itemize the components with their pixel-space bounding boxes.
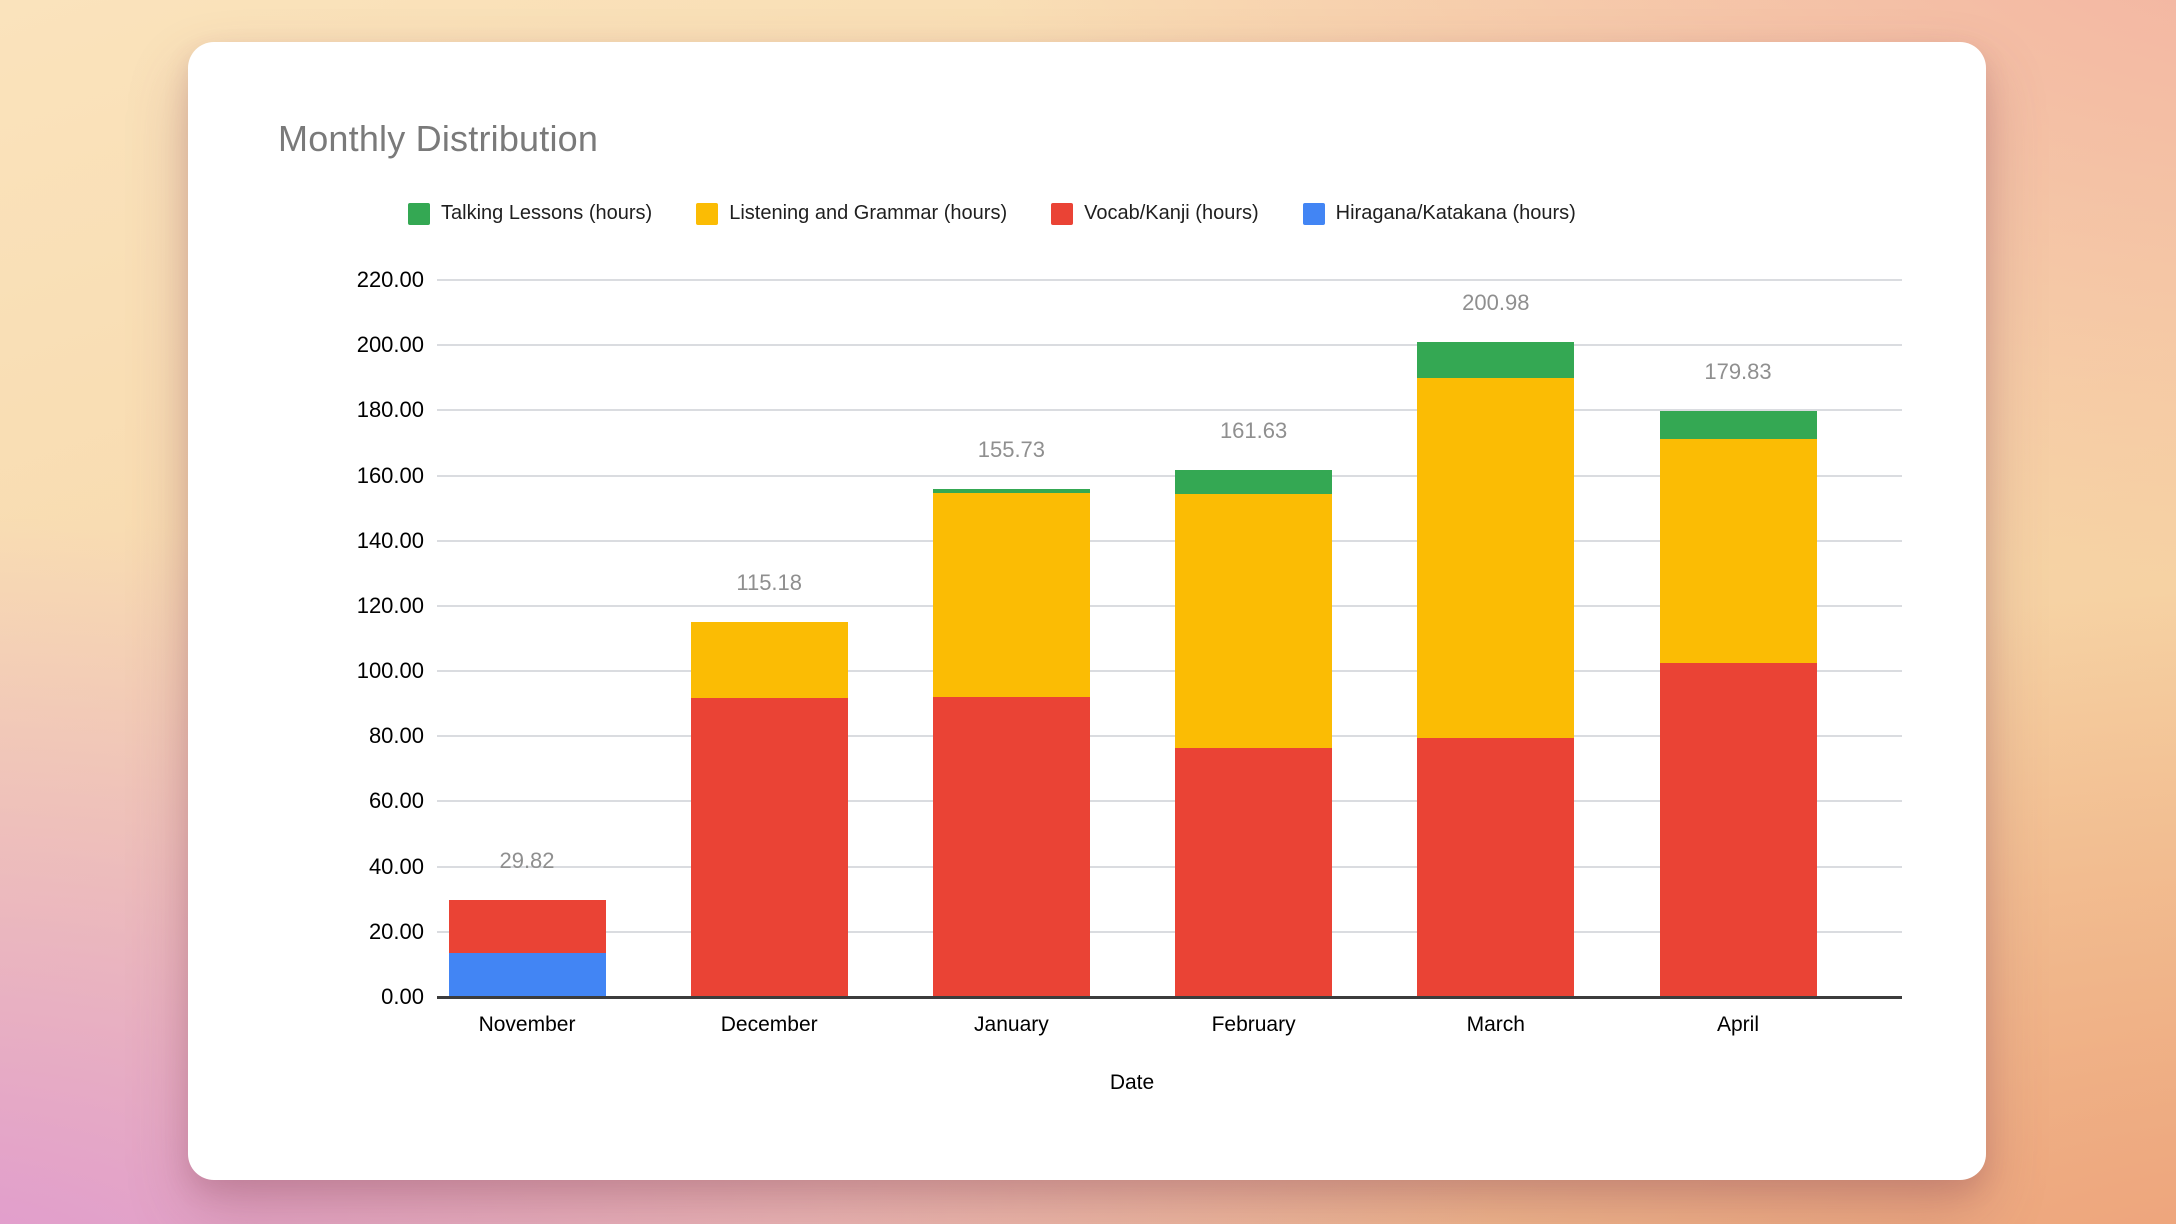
x-axis-category-label: April xyxy=(1716,1013,1759,1036)
bar-segment-talking-lessons-february[interactable] xyxy=(1175,470,1333,494)
gridline xyxy=(437,344,1902,347)
chart-title: Monthly Distribution xyxy=(278,118,599,159)
legend-item-listening-grammar[interactable]: Listening and Grammar (hours) xyxy=(696,202,1007,225)
y-axis-tick-label: 120.00 xyxy=(356,592,424,618)
chart-legend: Talking Lessons (hours) Listening and Gra… xyxy=(408,202,1576,225)
gridline xyxy=(437,409,1902,412)
gridline xyxy=(437,474,1902,477)
gridline xyxy=(437,865,1902,868)
x-axis-category-label: January xyxy=(974,1013,1049,1036)
legend-item-talking-lessons[interactable]: Talking Lessons (hours) xyxy=(408,202,652,225)
bar-segment-vocab-kanji-february[interactable] xyxy=(1175,747,1333,997)
bar-segment-listening-grammar-march[interactable] xyxy=(1417,377,1575,738)
bar-segment-vocab-kanji-november[interactable] xyxy=(448,899,606,954)
legend-label: Vocab/Kanji (hours) xyxy=(1084,202,1259,224)
chart-card[interactable]: Monthly Distribution Talking Lessons (ho… xyxy=(188,42,1986,1180)
bar-segment-vocab-kanji-april[interactable] xyxy=(1659,663,1817,997)
y-axis-tick-label: 160.00 xyxy=(356,462,424,488)
bar-segment-vocab-kanji-january[interactable] xyxy=(932,697,1090,997)
y-axis-tick-label: 180.00 xyxy=(356,397,424,423)
bar-total-label: 155.73 xyxy=(977,437,1046,463)
legend-swatch-listening-grammar xyxy=(696,202,719,225)
bar-segment-listening-grammar-february[interactable] xyxy=(1175,493,1333,748)
y-axis-tick-label: 20.00 xyxy=(368,918,424,944)
gridline xyxy=(437,279,1902,281)
bar-total-label: 179.83 xyxy=(1704,358,1772,384)
y-axis-tick-label: 80.00 xyxy=(368,723,424,749)
x-axis-category-label: November xyxy=(478,1013,576,1036)
bar-total-label: 200.98 xyxy=(1462,289,1530,315)
gridline xyxy=(437,930,1902,933)
x-axis-line xyxy=(437,996,1902,999)
gridline xyxy=(437,670,1902,673)
y-axis-tick-label: 0.00 xyxy=(381,984,424,1009)
bar-segment-hiragana-katakana-november[interactable] xyxy=(448,953,606,997)
bar-total-label: 29.82 xyxy=(499,847,555,873)
bar-segment-listening-grammar-january[interactable] xyxy=(932,493,1090,698)
legend-item-hiragana-katakana[interactable]: Hiragana/Katakana (hours) xyxy=(1302,202,1576,225)
y-axis-tick-label: 200.00 xyxy=(356,332,424,358)
bar-segment-listening-grammar-december[interactable] xyxy=(690,621,848,698)
x-axis-category-label: December xyxy=(720,1013,818,1036)
y-axis-tick-label: 220.00 xyxy=(356,267,424,292)
gridline xyxy=(437,539,1902,542)
y-axis-tick-label: 140.00 xyxy=(356,527,424,553)
bar-segment-listening-grammar-april[interactable] xyxy=(1659,438,1817,664)
bar-total-label: 115.18 xyxy=(736,569,803,595)
legend-item-vocab-kanji[interactable]: Vocab/Kanji (hours) xyxy=(1051,202,1259,225)
gridline xyxy=(437,735,1902,738)
legend-swatch-talking-lessons xyxy=(408,202,430,225)
bar-segment-talking-lessons-april[interactable] xyxy=(1659,410,1817,439)
x-axis-category-label: March xyxy=(1466,1013,1525,1036)
bar-segment-vocab-kanji-march[interactable] xyxy=(1417,737,1575,997)
x-axis-category-label: February xyxy=(1211,1013,1296,1036)
y-axis-tick-label: 100.00 xyxy=(356,658,424,684)
x-axis-title: Date xyxy=(1109,1071,1155,1094)
y-axis-tick-label: 40.00 xyxy=(368,853,424,879)
bar-total-label: 161.63 xyxy=(1219,418,1288,444)
y-axis-tick-label: 60.00 xyxy=(368,788,424,814)
gridline xyxy=(437,800,1902,803)
bar-segment-talking-lessons-march[interactable] xyxy=(1417,341,1575,378)
gridline xyxy=(437,604,1902,607)
bar-segment-vocab-kanji-december[interactable] xyxy=(690,697,848,997)
legend-swatch-vocab-kanji xyxy=(1051,202,1074,225)
legend-swatch-hiragana-katakana xyxy=(1302,202,1325,225)
legend-label: Listening and Grammar (hours) xyxy=(729,202,1008,224)
legend-label: Hiragana/Katakana (hours) xyxy=(1335,202,1576,224)
bar-segment-talking-lessons-january[interactable] xyxy=(932,489,1090,494)
legend-label: Talking Lessons (hours) xyxy=(441,202,653,224)
